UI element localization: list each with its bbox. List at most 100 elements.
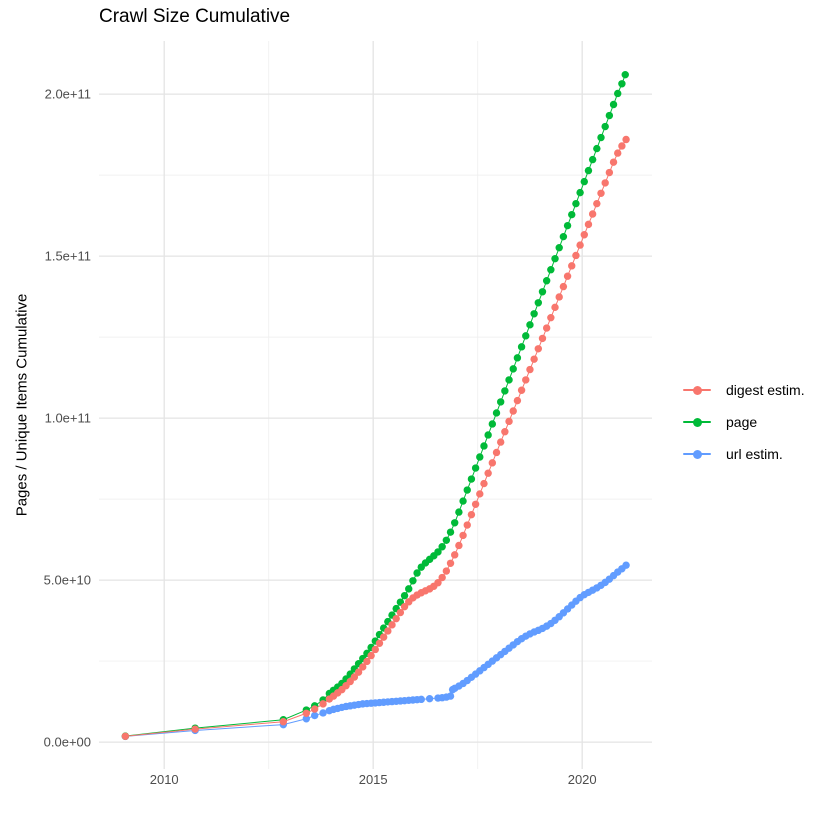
data-point (580, 177, 588, 186)
data-point (563, 221, 572, 230)
data-point (371, 645, 379, 654)
data-point (488, 420, 497, 428)
y-tick-label: 0.0e+00 (43, 734, 91, 750)
data-point (438, 573, 446, 582)
data-point (446, 692, 455, 700)
data-point (509, 365, 517, 373)
data-point (522, 376, 530, 384)
data-point (319, 709, 327, 717)
data-point (501, 428, 509, 436)
data-point (526, 321, 534, 329)
data-point (392, 614, 400, 623)
data-point (396, 608, 405, 617)
data-point (555, 244, 563, 252)
data-point (542, 277, 551, 285)
series-digest-estim- (121, 135, 630, 740)
legend-dot-icon (693, 418, 702, 427)
data-point (526, 365, 534, 374)
data-point (580, 231, 588, 239)
data-point (614, 149, 622, 157)
data-point (484, 469, 492, 477)
data-point (593, 144, 601, 153)
data-point (593, 199, 601, 208)
data-point (451, 519, 459, 527)
data-point (310, 711, 319, 720)
data-point (609, 158, 618, 166)
data-point (588, 155, 597, 164)
legend-item-page: page (682, 406, 805, 438)
data-point (310, 705, 319, 713)
data-point (488, 459, 497, 467)
data-point (542, 324, 551, 332)
data-point (621, 70, 629, 79)
data-point (530, 310, 538, 318)
data-point (480, 442, 488, 450)
data-point (584, 220, 593, 229)
data-point (588, 210, 597, 218)
data-point (572, 251, 580, 260)
data-point (614, 89, 622, 98)
data-point (547, 266, 555, 274)
y-tick-label: 1.5e+11 (44, 248, 91, 264)
series-line (125, 74, 626, 737)
data-point (538, 334, 547, 343)
data-point (484, 431, 492, 439)
data-point (551, 255, 559, 263)
data-point (384, 627, 392, 635)
data-point (455, 508, 463, 516)
data-point (559, 282, 568, 291)
data-point (409, 577, 417, 585)
data-point (609, 100, 618, 109)
data-point (576, 241, 584, 249)
data-point (496, 438, 505, 446)
data-point (375, 639, 384, 647)
data-point (367, 651, 375, 660)
data-point (459, 497, 467, 505)
data-point (400, 591, 409, 600)
data-point (363, 657, 371, 666)
data-point (513, 396, 522, 405)
data-point (446, 559, 455, 567)
data-point (446, 528, 455, 536)
data-point (492, 448, 501, 457)
data-point (471, 500, 480, 509)
data-point (279, 717, 288, 726)
data-point (572, 199, 580, 208)
data-point (522, 332, 530, 340)
data-point (467, 510, 476, 519)
legend-dot-icon (693, 386, 702, 395)
data-point (400, 602, 409, 611)
data-point (476, 490, 484, 498)
data-point (576, 188, 584, 197)
data-point (451, 551, 459, 559)
legend-key-digest-estim (682, 382, 712, 398)
data-point (601, 179, 609, 187)
legend-label: digest estim. (726, 382, 805, 398)
data-point (459, 531, 467, 540)
data-point (547, 313, 555, 322)
data-point (434, 579, 442, 587)
data-point (517, 386, 526, 394)
y-tick-label: 2.0e+11 (44, 86, 91, 102)
data-point (601, 122, 609, 131)
x-tick-label: 2010 (149, 772, 179, 787)
data-point (559, 232, 568, 241)
data-point (476, 453, 484, 461)
data-point (555, 293, 563, 301)
data-point (618, 142, 626, 150)
x-tick-label: 2015 (358, 772, 388, 787)
data-point (319, 700, 327, 708)
data-point (622, 561, 630, 569)
data-point (379, 633, 388, 641)
data-point (597, 133, 605, 142)
data-point (471, 464, 480, 472)
data-point (622, 135, 630, 144)
data-point (505, 376, 513, 384)
data-point (388, 621, 396, 629)
y-tick-label: 5.0e+10 (43, 572, 91, 588)
data-point (463, 521, 471, 529)
data-point (417, 695, 425, 704)
data-point (434, 548, 442, 556)
